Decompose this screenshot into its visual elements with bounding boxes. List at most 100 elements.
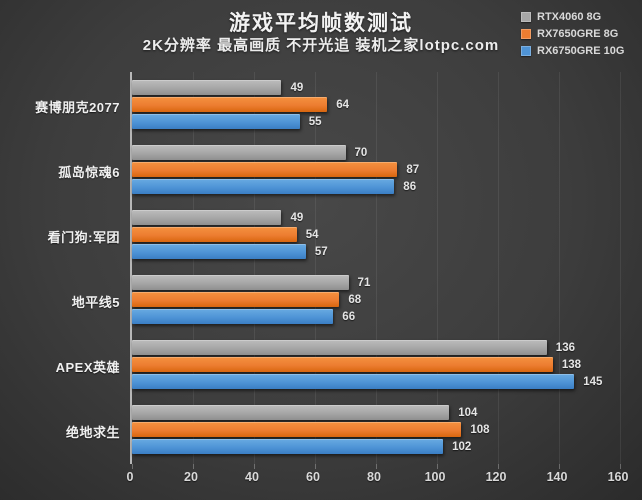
bar-rtx4060-8g [132, 340, 547, 355]
bar-value-label: 138 [561, 358, 582, 371]
gridline [254, 72, 255, 464]
bar-value-label: 145 [583, 375, 603, 388]
bar-group: 136 138 145 [132, 332, 620, 397]
legend: RTX4060 8G RX7650GRE 8G RX6750GRE 10G [521, 8, 624, 59]
legend-item: RX6750GRE 10G [521, 42, 624, 59]
bar-rx6750gre-10g [132, 374, 575, 389]
gridline [193, 72, 194, 464]
axis-tick [437, 464, 438, 469]
bar-row: 108 [132, 422, 620, 437]
x-axis-tick-label: 80 [367, 470, 381, 484]
bar-value-label: 55 [308, 115, 322, 128]
bar-group: 49 64 55 [132, 72, 620, 137]
legend-label: RTX4060 8G [537, 10, 602, 23]
bar-row: 145 [132, 374, 620, 389]
bar-row: 49 [132, 210, 620, 225]
x-axis-tick-label: 100 [424, 470, 446, 484]
bar-group: 104 108 102 [132, 397, 620, 462]
x-axis-tick-label: 120 [485, 470, 507, 484]
chart-subtitle: 2K分辨率 最高画质 不开光追 装机之家lotpc.com [142, 37, 500, 54]
bar-rx6750gre-10g [132, 179, 395, 194]
bar-row: 64 [132, 97, 620, 112]
legend-label: RX6750GRE 10G [537, 44, 625, 57]
category-label: 看门狗:军团 [47, 229, 120, 245]
category-labels: 赛博朋克2077 孤岛惊魂6 看门狗:军团地平线5 APEX英雄绝地求生 [0, 72, 120, 464]
legend-swatch-icon [521, 45, 531, 56]
bar-row: 54 [132, 227, 620, 242]
legend-item: RTX4060 8G [521, 8, 624, 25]
gridline [498, 72, 499, 464]
x-axis-tick-label: 0 [126, 470, 134, 484]
bar-rx7650gre-8g [132, 292, 340, 307]
x-axis-tick-label: 60 [306, 470, 320, 484]
bar-value-label: 49 [290, 211, 304, 224]
category-label: 赛博朋克2077 [35, 99, 120, 115]
x-axis-labels: 0 20 40 60 80 100 120 140 160 [126, 470, 629, 488]
bar-row: 71 [132, 275, 620, 290]
axis-tick [376, 464, 377, 469]
legend-label: RX7650GRE 8G [537, 27, 619, 40]
axis-tick [254, 464, 255, 469]
gridline [376, 72, 377, 464]
axis-tick [498, 464, 499, 469]
x-axis-tick-label: 160 [607, 470, 629, 484]
bar-rtx4060-8g [132, 405, 450, 420]
bar-value-label: 102 [452, 440, 472, 453]
bar-rx6750gre-10g [132, 244, 306, 259]
bar-value-label: 49 [290, 81, 304, 94]
axis-tick [132, 464, 133, 469]
plot-area: 49 64 55 70 87 86 49 54 57 71 68 66 136 138 145 104 108 1… [130, 72, 621, 469]
legend-swatch-icon [521, 11, 531, 22]
bar-value-label: 71 [357, 276, 371, 289]
category-label: 地平线5 [71, 294, 120, 310]
bar-row: 86 [132, 179, 620, 194]
bar-row: 68 [132, 292, 620, 307]
bar-row: 57 [132, 244, 620, 259]
bar-value-label: 104 [458, 406, 478, 419]
bar-rx7650gre-8g [132, 357, 553, 372]
legend-swatch-icon [521, 28, 531, 39]
x-axis-tick-label: 20 [184, 470, 198, 484]
bar-rx6750gre-10g [132, 309, 334, 324]
bar-rtx4060-8g [132, 80, 282, 95]
x-axis-tick-label: 40 [245, 470, 259, 484]
bar-row: 55 [132, 114, 620, 129]
bar-rx7650gre-8g [132, 227, 297, 242]
bar-value-label: 64 [336, 98, 349, 111]
bar-rtx4060-8g [132, 210, 282, 225]
axis-tick [559, 464, 560, 469]
bar-group: 71 68 66 [132, 267, 620, 332]
legend-item: RX7650GRE 8G [521, 25, 624, 42]
bar-value-label: 54 [305, 228, 319, 241]
bar-value-label: 70 [354, 146, 368, 159]
bar-rtx4060-8g [132, 145, 346, 160]
bar-row: 136 [132, 340, 620, 355]
category-label: 孤岛惊魂6 [58, 164, 120, 180]
category-label: 绝地求生 [65, 424, 120, 440]
bar-rx7650gre-8g [132, 422, 462, 437]
bar-row: 87 [132, 162, 620, 177]
bar-row: 104 [132, 405, 620, 420]
bar-row: 66 [132, 309, 620, 324]
bar-group: 70 87 86 [132, 137, 620, 202]
axis-tick [620, 464, 621, 469]
bar-rx6750gre-10g [132, 114, 300, 129]
category-label: APEX英雄 [55, 359, 120, 375]
bar-group: 49 54 57 [132, 202, 620, 267]
bar-row: 70 [132, 145, 620, 160]
bar-rtx4060-8g [132, 275, 349, 290]
bar-rx7650gre-8g [132, 162, 398, 177]
bar-row: 138 [132, 357, 620, 372]
gridline [559, 72, 560, 464]
gridline [620, 72, 621, 464]
chart-title: 游戏平均帧数测试 [229, 12, 413, 35]
bar-value-label: 136 [555, 341, 575, 354]
bar-value-label: 87 [406, 163, 420, 176]
gridline [315, 72, 316, 464]
bar-rx7650gre-8g [132, 97, 328, 112]
bar-value-label: 86 [403, 180, 417, 193]
axis-tick [315, 464, 316, 469]
gridline [437, 72, 438, 464]
bar-value-label: 108 [470, 423, 490, 436]
